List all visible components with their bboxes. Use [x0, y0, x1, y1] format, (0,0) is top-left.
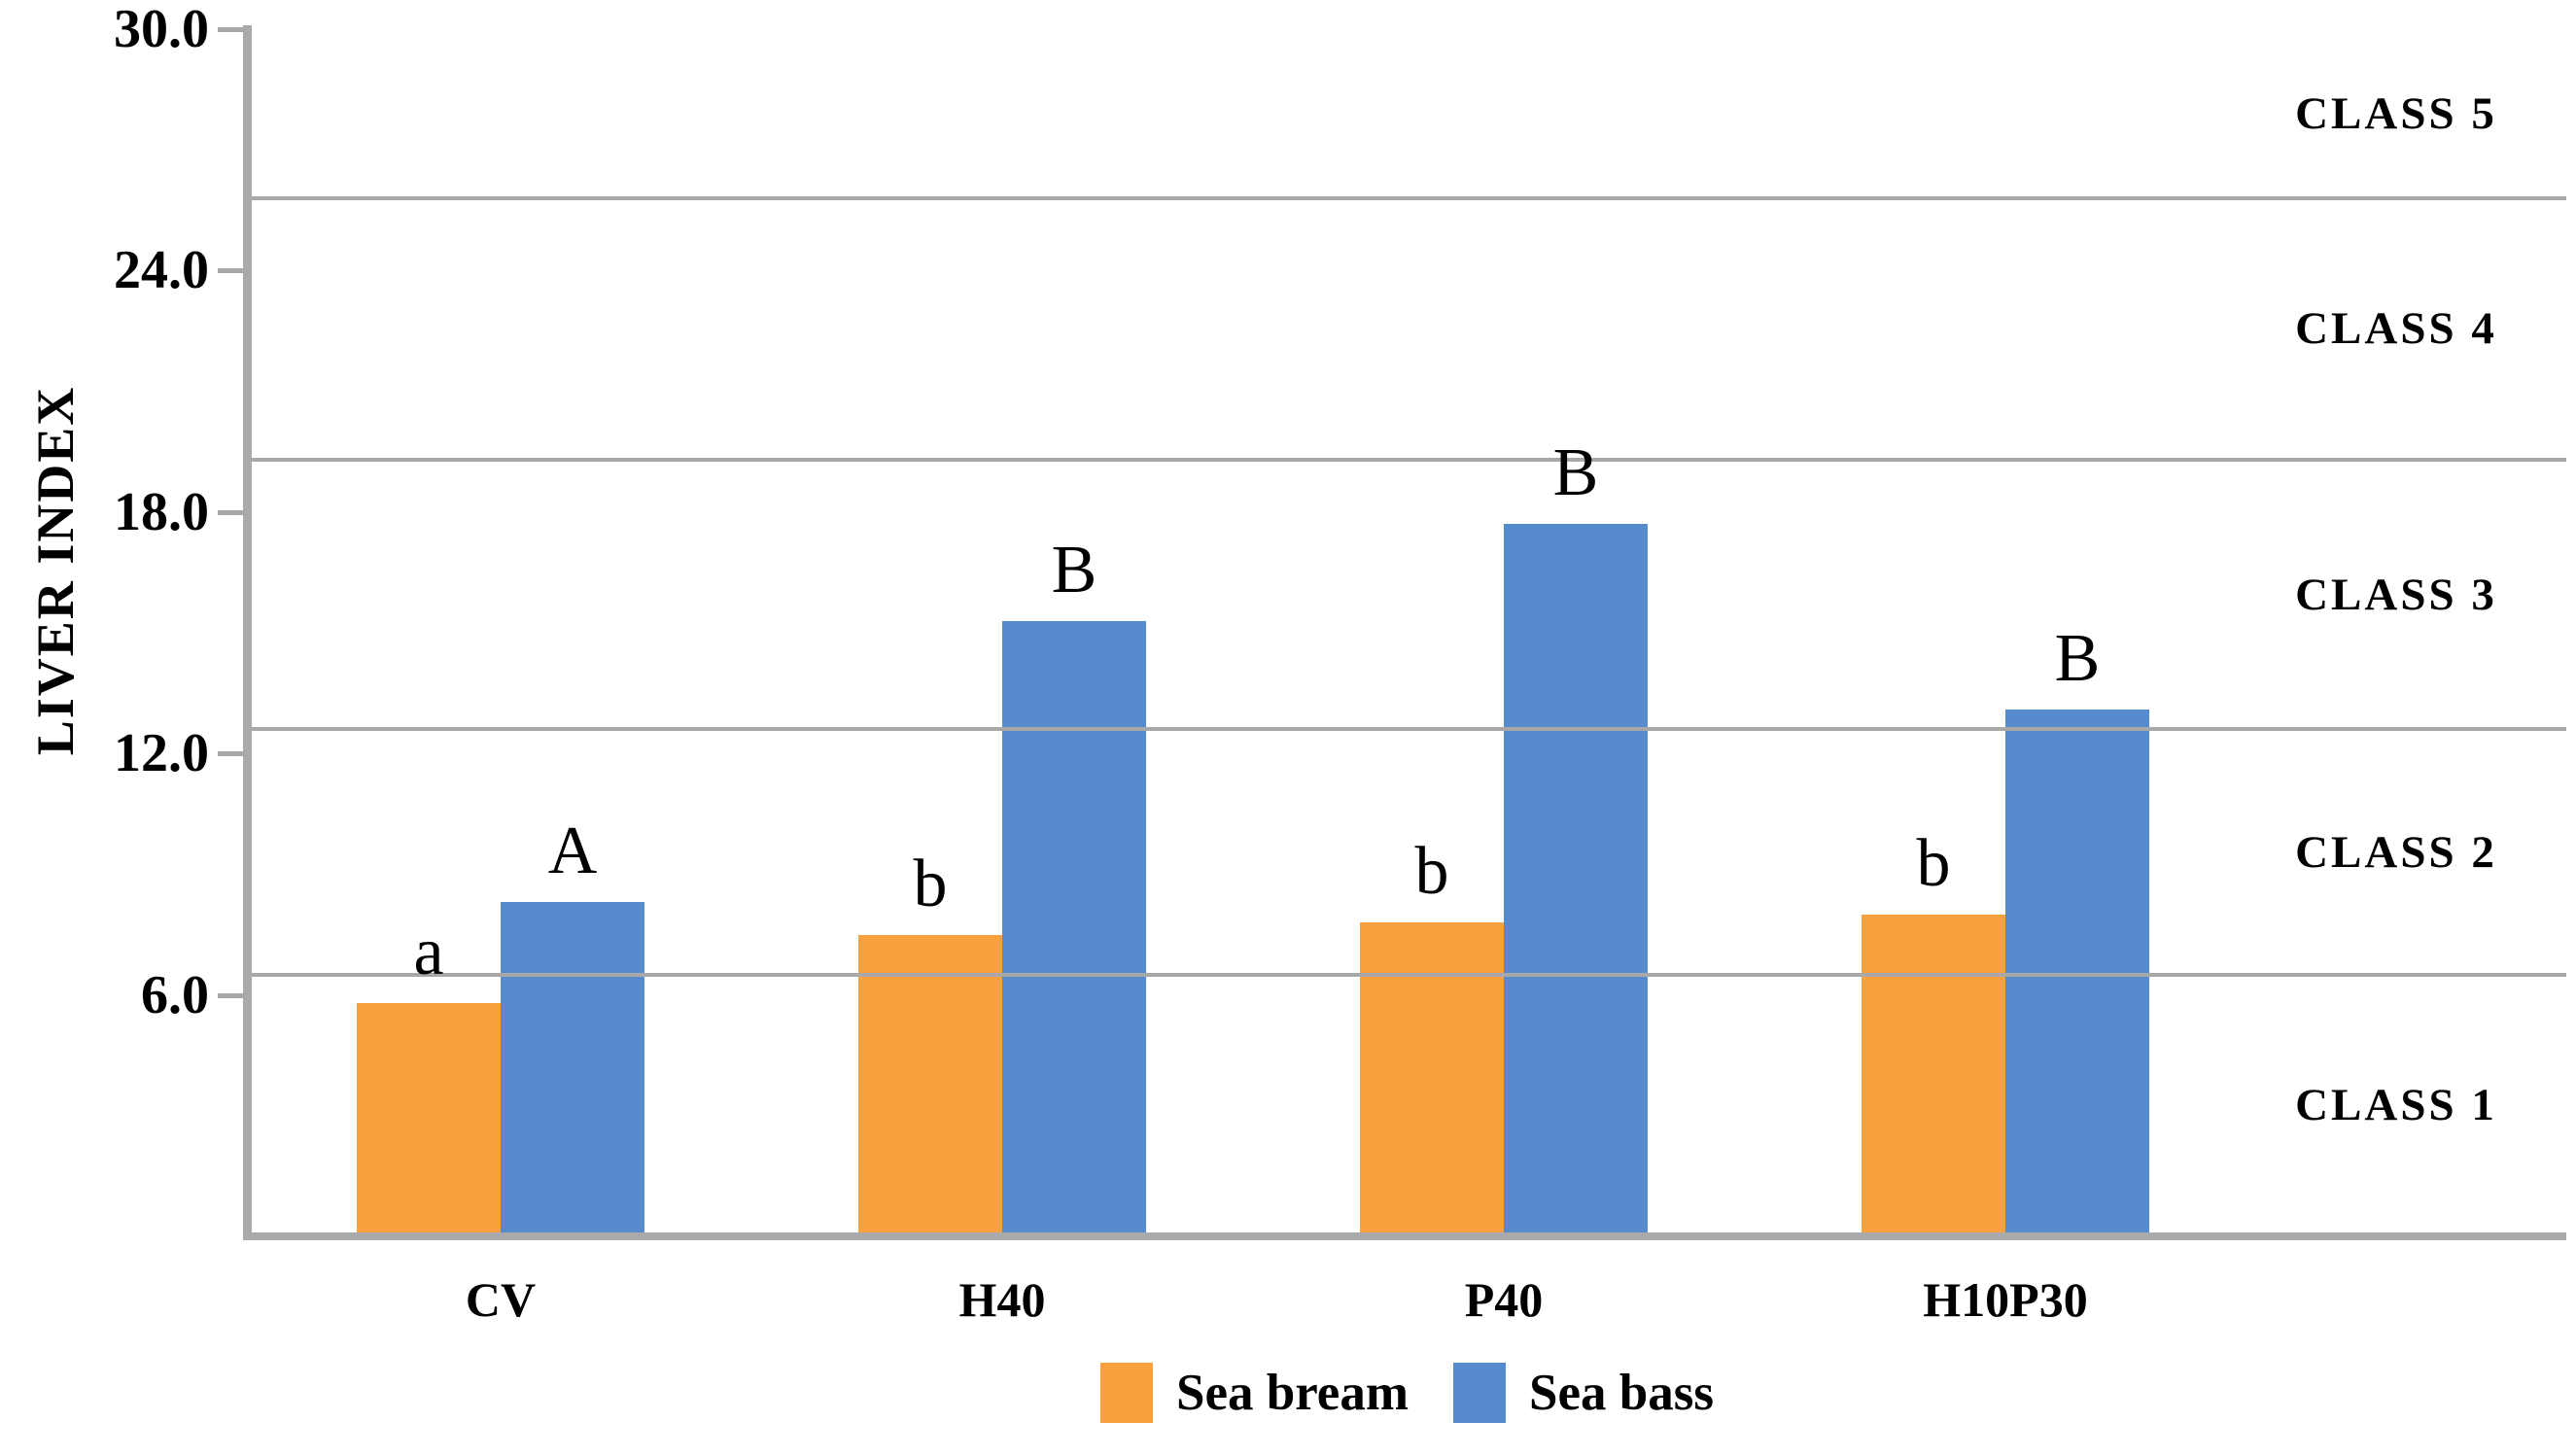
significance-letter: b [913, 846, 948, 921]
y-axis-tick-label: 6.0 [141, 964, 209, 1025]
bar-sea-bass-cv [501, 902, 644, 1240]
y-axis-tick-label: 12.0 [114, 723, 209, 784]
class-boundary-gridline [251, 195, 2566, 200]
bar-sea-bass-p40 [1504, 524, 1648, 1240]
y-axis-tick-label: 18.0 [114, 481, 209, 542]
category-label-p40: P40 [1464, 1272, 1544, 1327]
significance-letter: b [1414, 834, 1449, 910]
significance-letter: B [1051, 532, 1097, 607]
significance-letter: B [1552, 435, 1599, 511]
y-axis-title: LIVER INDEX [26, 385, 85, 756]
y-axis-tick-mark [218, 509, 244, 515]
legend-item-sea-bass: Sea bass [1452, 1363, 1714, 1423]
class-band-label-class-2: CLASS 2 [2295, 826, 2497, 878]
class-boundary-gridline [251, 457, 2566, 462]
significance-letter: a [413, 914, 444, 989]
y-axis-line [243, 25, 252, 1240]
bar-sea-bream-p40 [1360, 922, 1504, 1240]
class-boundary-gridline [251, 972, 2566, 977]
y-axis-tick-label: 24.0 [114, 240, 209, 301]
legend: Sea bream Sea bass [248, 1363, 2566, 1423]
class-band-label-class-4: CLASS 4 [2295, 303, 2497, 355]
x-axis-line [243, 1232, 2566, 1240]
bar-sea-bream-h40 [858, 934, 1002, 1240]
y-axis-tick-mark [218, 751, 244, 757]
bar-sea-bream-h10p30 [1862, 914, 2005, 1240]
sea-bass-color-swatch [1452, 1363, 1506, 1423]
significance-letter: B [2054, 620, 2101, 696]
bar-sea-bream-cv [357, 1002, 501, 1240]
class-band-label-class-1: CLASS 1 [2295, 1080, 2497, 1131]
legend-item-sea-bream: Sea bream [1100, 1363, 1409, 1423]
y-axis-tick-mark [218, 27, 244, 32]
class-boundary-gridline [251, 727, 2566, 732]
sea-bream-color-swatch [1100, 1363, 1154, 1423]
y-axis-tick-label: 30.0 [114, 0, 209, 59]
y-axis-tick-mark [218, 268, 244, 274]
category-label-h40: H40 [958, 1272, 1046, 1327]
category-label-cv: CV [465, 1272, 537, 1327]
legend-label-sea-bream: Sea bream [1176, 1365, 1409, 1421]
significance-letter: b [1916, 825, 1951, 901]
class-band-label-class-5: CLASS 5 [2295, 87, 2497, 139]
significance-letter: A [547, 814, 598, 889]
y-axis-tick-mark [218, 992, 244, 998]
legend-label-sea-bass: Sea bass [1528, 1365, 1714, 1421]
bar-sea-bass-h40 [1002, 620, 1146, 1240]
class-band-label-class-3: CLASS 3 [2295, 569, 2497, 620]
category-label-h10p30: H10P30 [1923, 1272, 2088, 1327]
